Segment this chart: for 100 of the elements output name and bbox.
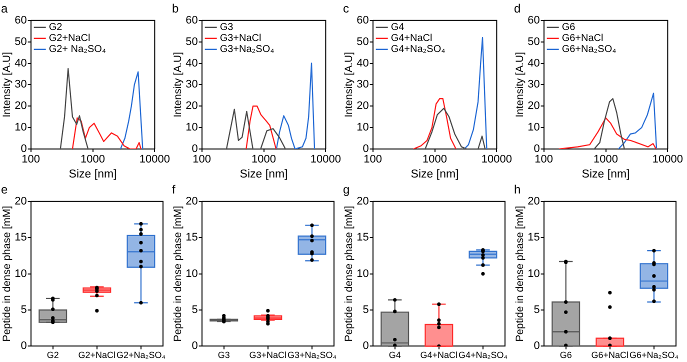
legend-label: G3+NaCl	[220, 33, 262, 44]
legend-label: G2+ Na₂SO₄	[48, 44, 106, 56]
chart-title: a	[1, 2, 8, 16]
x-tick-label: G6+NaCl	[591, 350, 629, 360]
y-tick-label: 50	[14, 36, 27, 48]
y-axis-title: Intensity [A.U]	[172, 52, 184, 118]
chart-title: b	[172, 2, 179, 16]
legend-label: G2+NaCl	[48, 33, 90, 44]
y-tick-label: 40	[186, 57, 198, 70]
chart-title: g	[343, 182, 350, 197]
chart-title: d	[514, 2, 521, 16]
y-tick-label: 5	[192, 304, 198, 316]
legend-label: G3+Na₂SO₄	[220, 44, 274, 56]
x-tick-label: 100	[364, 154, 382, 166]
y-tick-label: 0	[20, 340, 27, 352]
y-tick-label: 30	[14, 78, 27, 91]
y-tick-label: 60	[528, 14, 540, 26]
y-tick-label: 60	[356, 14, 369, 26]
x-tick-label: G2+NaCl	[78, 350, 116, 360]
y-tick-label: 60	[186, 14, 198, 26]
y-tick-label: 10	[14, 268, 27, 280]
x-tick-label: 1000	[594, 154, 618, 166]
legend-label: G2	[48, 22, 63, 34]
x-tick-label: G4	[388, 350, 401, 360]
y-tick-label: 40	[528, 57, 540, 70]
y-tick-label: 10	[528, 122, 540, 134]
y-tick-label: 50	[528, 36, 540, 48]
x-tick-label: 10000	[139, 154, 170, 166]
y-tick-label: 15	[356, 232, 369, 244]
x-tick-label: 10000	[310, 154, 342, 166]
y-tick-label: 10	[14, 122, 27, 134]
x-axis-title: Size [nm]	[582, 168, 630, 180]
y-tick-label: 0	[534, 143, 540, 156]
y-tick-label: 15	[186, 232, 198, 244]
y-axis-title: Peptide in dense phase [mM]	[1, 206, 14, 342]
x-tick-label: G3	[218, 350, 230, 360]
legend-label: G6+Na₂SO₄	[562, 44, 616, 56]
x-tick-label: 100	[192, 154, 212, 166]
y-tick-label: 30	[186, 78, 198, 91]
y-tick-label: 5	[534, 304, 540, 316]
chart-title: c	[343, 2, 349, 16]
y-tick-label: 20	[356, 100, 369, 112]
chart-title: f	[172, 182, 176, 197]
x-tick-label: 10000	[481, 154, 512, 166]
legend-label: G6	[562, 22, 576, 34]
y-tick-label: 60	[14, 14, 27, 26]
x-tick-label: 10000	[652, 154, 684, 166]
x-tick-label: G2+Na₂SO₄	[116, 350, 166, 360]
y-tick-label: 10	[186, 268, 198, 280]
y-tick-label: 20	[528, 100, 540, 112]
legend-label: G6+NaCl	[562, 33, 604, 44]
x-tick-label: 100	[534, 154, 554, 166]
y-tick-label: 15	[14, 232, 27, 244]
y-tick-label: 20	[186, 195, 198, 208]
x-axis-title: Size [nm]	[68, 168, 117, 180]
y-tick-label: 0	[20, 143, 27, 156]
y-tick-label: 10	[356, 122, 369, 134]
y-tick-label: 10	[186, 122, 198, 134]
y-tick-label: 20	[14, 100, 27, 112]
y-tick-label: 5	[20, 304, 27, 316]
x-tick-label: 1000	[252, 154, 276, 166]
x-tick-label: G4+Na₂SO₄	[458, 350, 508, 360]
y-tick-label: 0	[362, 340, 369, 352]
y-tick-label: 0	[192, 143, 198, 156]
y-axis-title: Intensity [A.U]	[1, 52, 14, 118]
y-tick-label: 20	[356, 195, 369, 208]
chart-title: h	[514, 182, 521, 197]
y-axis-title: Peptide in dense phase [mM]	[343, 206, 356, 342]
y-tick-label: 15	[528, 232, 540, 244]
y-tick-label: 10	[356, 268, 369, 280]
chart-title: e	[1, 182, 8, 197]
y-axis-title: Peptide in dense phase [mM]	[172, 206, 184, 342]
y-tick-label: 10	[528, 268, 540, 280]
legend-label: G3	[220, 22, 234, 34]
y-tick-label: 5	[362, 304, 369, 316]
legend-label: G4+Na₂SO₄	[390, 44, 446, 56]
y-axis-title: Intensity [A.U]	[343, 52, 356, 118]
y-axis-title: Peptide in dense phase [mM]	[514, 206, 526, 342]
x-tick-label: G3+NaCl	[249, 350, 287, 360]
y-tick-label: 0	[362, 143, 369, 156]
y-axis-title: Intensity [A.U]	[514, 52, 526, 118]
x-tick-label: G6+Na₂SO₄	[630, 350, 679, 360]
legend-label: G4	[390, 22, 405, 34]
x-tick-label: G2	[46, 350, 59, 360]
y-tick-label: 20	[14, 195, 27, 208]
x-axis-title: Size [nm]	[240, 168, 288, 180]
x-tick-label: G4+NaCl	[420, 350, 458, 360]
y-tick-label: 40	[14, 57, 27, 70]
y-tick-label: 0	[192, 340, 198, 352]
x-tick-label: 1000	[422, 154, 448, 166]
y-tick-label: 20	[528, 195, 540, 208]
x-tick-label: 1000	[80, 154, 106, 166]
y-tick-label: 50	[186, 36, 198, 48]
y-tick-label: 30	[528, 78, 540, 91]
legend-label: G4+NaCl	[390, 33, 432, 44]
x-tick-label: G6	[560, 350, 572, 360]
y-tick-label: 50	[356, 36, 369, 48]
y-tick-label: 20	[186, 100, 198, 112]
y-tick-label: 0	[534, 340, 540, 352]
x-axis-title: Size [nm]	[410, 168, 459, 180]
